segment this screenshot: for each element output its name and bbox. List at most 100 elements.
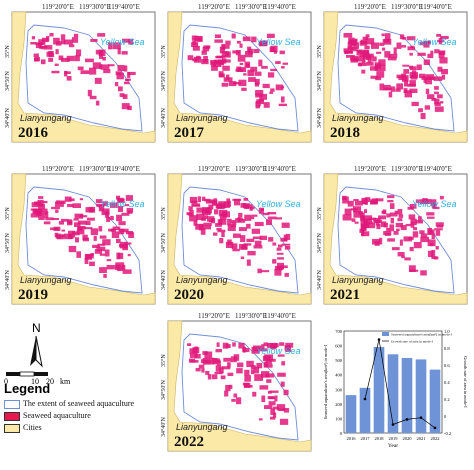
seaweed-patch <box>191 200 198 206</box>
seaweed-patch <box>277 257 284 260</box>
seaweed-patch <box>38 39 46 45</box>
seaweed-patch <box>378 215 387 220</box>
seaweed-patch <box>46 35 50 42</box>
seaweed-patch <box>227 218 232 226</box>
seaweed-patch <box>201 59 209 65</box>
seaweed-patch <box>386 213 391 218</box>
seaweed-patch <box>387 200 394 203</box>
seaweed-patch <box>125 195 133 201</box>
seaweed-patch <box>359 40 368 46</box>
seaweed-patch <box>58 55 64 61</box>
aquaculture-extent-outline <box>337 186 455 294</box>
seaweed-patch <box>281 243 291 246</box>
seaweed-patch <box>52 218 59 220</box>
seaweed-patch <box>43 221 51 225</box>
seaweed-patch <box>409 246 414 252</box>
seaweed-patch <box>431 250 436 257</box>
seaweed-patch <box>51 70 60 74</box>
longitude-tick: 119°20'0"E <box>198 165 230 173</box>
seaweed-patch <box>383 231 392 236</box>
map-panel-2019: 119°20'0"E 119°30'0"E 119°40'0"E 35°N 34°50'… <box>4 165 156 305</box>
seaweed-patch <box>370 66 379 71</box>
seaweed-patch <box>54 63 59 66</box>
seaweed-patch <box>272 412 277 418</box>
seaweed-patch <box>194 35 199 42</box>
seaweed-patch <box>379 83 385 91</box>
seaweed-patch <box>374 62 381 70</box>
seaweed-patch <box>39 42 43 49</box>
latitude-tick: 34°40'N <box>161 270 167 290</box>
seaweed-patch <box>438 51 445 59</box>
y2-tick-label: -0.2 <box>444 431 451 436</box>
seaweed-patch <box>190 360 199 363</box>
longitude-tick: 119°40'0"E <box>264 165 296 173</box>
seaweed-patch <box>419 41 425 46</box>
aquaculture-extent-outline <box>181 24 299 132</box>
scale-bar-black <box>6 372 20 376</box>
seaweed-patch <box>231 399 236 402</box>
legend-item-extent-label: The extent of seaweed aquaculture <box>23 399 135 408</box>
seaweed-patch <box>221 51 229 57</box>
seaweed-patch <box>210 357 215 365</box>
latitude-tick: 34°40'N <box>317 108 323 128</box>
seaweed-patch <box>121 103 130 110</box>
seaweed-patch <box>126 207 134 213</box>
map-canvas <box>167 173 312 305</box>
seaweed-patch <box>67 219 73 226</box>
seaweed-patch <box>411 101 419 107</box>
y2-tick-label: 0.4 <box>444 380 450 385</box>
seaweed-patch <box>253 245 263 249</box>
seaweed-patch <box>251 36 257 43</box>
seaweed-patch <box>379 237 383 245</box>
seaweed-patch <box>222 58 227 64</box>
seaweed-patch <box>98 226 103 232</box>
seaweed-patch <box>376 71 385 78</box>
seaweed-patch <box>405 223 412 227</box>
seaweed-patch <box>246 259 251 266</box>
seaweed-patch <box>119 243 127 248</box>
seaweed-patch <box>235 50 241 56</box>
seaweed-patch <box>124 242 132 245</box>
seaweed-patch <box>79 198 83 201</box>
seaweed-patch <box>417 52 426 56</box>
x-tick-label: 2020 <box>403 436 413 441</box>
seaweed-patch <box>438 38 443 45</box>
seaweed-patch <box>87 89 92 97</box>
seaweed-patch <box>220 375 226 380</box>
seaweed-patch <box>251 214 258 217</box>
seaweed-patch <box>124 81 130 85</box>
seaweed-patch <box>419 230 425 234</box>
legend-block: N 0 10 20 km Legend The extent of seawee… <box>2 320 162 465</box>
longitude-tick: 119°30'0"E <box>235 165 267 173</box>
seaweed-patch <box>38 204 45 210</box>
seaweed-patch <box>202 225 211 230</box>
seaweed-patch <box>201 217 206 221</box>
latitude-tick: 34°50'N <box>5 71 11 91</box>
seaweed-patch <box>242 382 249 386</box>
seaweed-patch <box>435 246 439 250</box>
seaweed-patch <box>187 343 192 346</box>
seaweed-patch <box>380 221 387 228</box>
seaweed-patch <box>254 82 259 87</box>
y-axis-label: Seaweed aquaculture's area(km²) in mode-… <box>323 344 328 419</box>
sea-label: Yellow Sea <box>256 199 301 209</box>
legend-item-seaweed-label: Seaweed aquaculture <box>23 411 91 420</box>
seaweed-patch <box>262 355 271 362</box>
bar-2016 <box>345 395 357 433</box>
seaweed-patch <box>225 241 234 248</box>
land-area <box>11 11 156 143</box>
seaweed-patch <box>214 34 221 38</box>
seaweed-patch <box>252 391 257 397</box>
seaweed-patch <box>266 343 274 348</box>
seaweed-patch <box>104 249 110 257</box>
seaweed-patch <box>43 45 53 50</box>
seaweed-patch <box>238 212 243 218</box>
seaweed-patch <box>235 68 244 72</box>
seaweed-patch <box>231 33 236 39</box>
seaweed-patch <box>84 257 89 264</box>
seaweed-patch <box>238 342 245 349</box>
seaweed-patch <box>236 397 242 405</box>
latitude-tick: 34°50'N <box>317 71 323 91</box>
seaweed-patch <box>342 196 349 204</box>
seaweed-patch <box>216 342 220 347</box>
